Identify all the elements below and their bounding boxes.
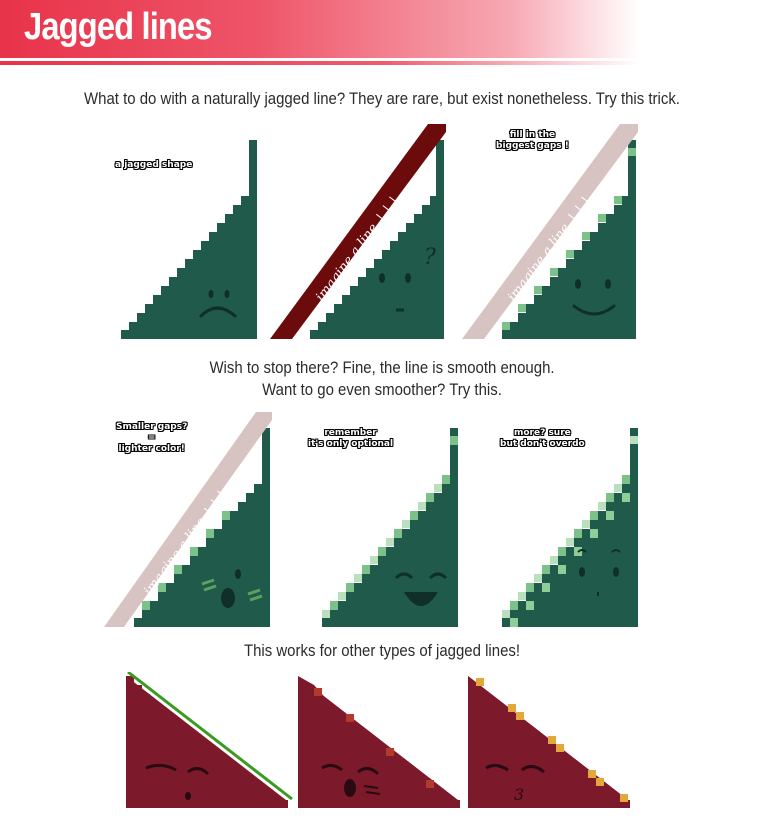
jagged-triangle — [121, 140, 257, 339]
dark-stripe-illustration: imagine a line ↓↓↓ ? — [270, 124, 446, 339]
panel-imagine-line-dark: imagine a line ↓↓↓ ? — [270, 124, 448, 340]
maroon-line-illustration — [126, 672, 293, 808]
left-eye-happy — [394, 572, 414, 580]
gold-edge-pixels — [476, 678, 628, 802]
outro-caption: This works for other types of jagged lin… — [243, 641, 521, 660]
gap-fill-pixels — [502, 148, 636, 330]
panel-remember-optional: remember it's only optional — [300, 412, 462, 628]
green-triangle — [322, 428, 458, 627]
header-band — [0, 0, 640, 58]
lighter-fill-pixels — [322, 484, 442, 618]
right-eye — [613, 567, 619, 577]
left-eye — [208, 290, 214, 298]
maroon-fill — [126, 676, 286, 800]
breath-lines — [363, 785, 381, 795]
green-guide-line — [127, 672, 293, 801]
panel-maroon-filled — [298, 676, 464, 810]
gap-fill-pixels — [510, 475, 630, 610]
mid-caption-1: Wish to stop there? Fine, the line is sm… — [209, 358, 555, 377]
kiss-mouth-glyph: 3 — [514, 785, 524, 804]
left-brow — [577, 549, 587, 553]
right-eye — [405, 273, 411, 283]
more-illustration — [502, 428, 638, 627]
green-triangle — [502, 140, 636, 339]
smile-mouth — [572, 304, 616, 316]
gap-fill-pixels — [330, 436, 458, 610]
note-jagged-shape: a jagged shape — [115, 160, 193, 170]
pink-stripe — [462, 124, 638, 339]
green-triangle — [310, 140, 444, 339]
eye — [235, 569, 241, 579]
small-mouth — [185, 792, 191, 800]
question-mark: ? — [424, 245, 436, 270]
panel-maroon-line — [126, 672, 296, 810]
left-eye — [575, 279, 581, 289]
note-fill-gaps: fill in the biggest gaps ! — [496, 130, 569, 151]
page-title: Jagged lines — [24, 6, 213, 48]
blush-right — [247, 588, 263, 602]
maroon-filled-illustration — [298, 676, 460, 808]
right-eye — [605, 279, 611, 289]
jagged-triangle-illustration — [115, 124, 260, 340]
note-remember: remember it's only optional — [308, 428, 394, 449]
blush-left — [201, 578, 217, 592]
open-mouth — [221, 588, 235, 608]
pink-stripe — [104, 412, 272, 627]
panel-more-sure: more? sure but don't overdo — [496, 412, 642, 628]
green-triangle — [502, 428, 638, 627]
note-more-sure: more? sure but don't overdo — [500, 428, 585, 449]
left-eye — [579, 567, 585, 577]
yawn-mouth — [344, 779, 356, 797]
intro-caption: What to do with a naturally jagged line?… — [84, 89, 680, 108]
panel-fill-gaps: imagine a line ↓↓↓ fill in the biggest g… — [460, 124, 640, 340]
closed-eyes — [145, 763, 210, 776]
header-underline — [0, 61, 640, 65]
gap-fill-pixels — [314, 688, 434, 788]
panel-smaller-gaps: imagine a line ↓↓↓ Smaller gaps? = light… — [104, 412, 276, 628]
panel-jagged-shape: a jagged shape — [115, 124, 260, 340]
gap-fill-pixels — [142, 511, 230, 610]
left-eye — [379, 273, 385, 283]
mid-caption-2: Want to go even smoother? Try this. — [262, 380, 502, 399]
smaller-gaps-illustration: imagine a line ↓↓↓ — [104, 412, 272, 627]
lighter-fill-pixels — [502, 436, 638, 618]
maroon-gold-illustration: 3 — [468, 676, 630, 808]
content-eyes — [485, 763, 545, 774]
laughing-mouth — [404, 592, 438, 606]
panel-maroon-gold: 3 — [468, 676, 634, 810]
small-mouth — [597, 592, 599, 596]
sad-mouth — [199, 306, 237, 318]
right-brow — [611, 549, 621, 553]
tired-eyes — [321, 763, 380, 776]
note-smaller-gaps: Smaller gaps? = lighter color! — [116, 422, 188, 454]
pink-stripe-illustration: imagine a line ↓↓↓ — [462, 124, 638, 339]
dark-red-stripe — [270, 124, 446, 339]
right-eye — [224, 290, 230, 298]
remember-illustration — [322, 428, 458, 627]
right-eye-happy — [428, 572, 448, 580]
